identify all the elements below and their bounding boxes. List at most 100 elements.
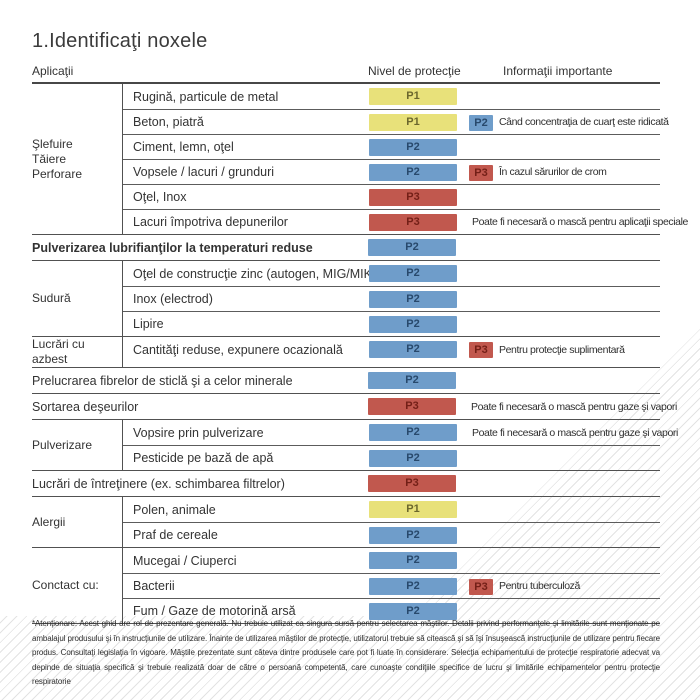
application-row: Beton, piatră P1 P2 Când concentraţia de cu… (123, 109, 669, 134)
group-items: Lucrări de întreţinere (ex. schimbarea f… (32, 471, 660, 496)
protection-badge-p1: P1 (369, 114, 457, 131)
application-label: Polen, animale (133, 502, 216, 517)
header-important-info: Informaţii importante (503, 64, 613, 78)
application-row: Pesticide pe bază de apă P2 (123, 445, 660, 470)
application-row: Ciment, lemn, oţel P2 (123, 134, 660, 159)
application-group: Lucrări cu azbest Cantităţi reduse, expun… (32, 337, 660, 368)
application-group: Pulverizarea lubrifianţilor la temperatu… (32, 235, 660, 261)
application-label: Inox (electrod) (133, 292, 213, 306)
category-line: Şlefuire (32, 136, 73, 151)
protection-badge-p2: P2 (369, 603, 457, 620)
application-label: Vopsire prin pulverizare (133, 425, 264, 440)
protection-badge-p3: P3 (369, 214, 457, 231)
table-column-headers: Aplicaţii Nivel de protecţie Informaţii … (32, 64, 660, 80)
group-items: Polen, animale P1 Praf de cereale P2 (123, 497, 660, 547)
category-line: Lucrări cu azbest (32, 337, 85, 366)
application-label: Lacuri împotriva depunerilor (133, 215, 288, 229)
protection-badge-p2: P2 (369, 139, 457, 156)
category-line: Sudură (32, 291, 71, 305)
header-protection-level: Nivel de protecţie (368, 64, 461, 78)
group-items: Cantităţi reduse, expunere ocazională P2 P… (123, 337, 660, 367)
application-label: Lipire (133, 317, 164, 331)
application-row: Cantităţi reduse, expunere ocazională P2 P… (123, 337, 660, 362)
application-row: Oţel, Inox P3 (123, 184, 660, 209)
protection-badge-p3: P3 (368, 398, 456, 415)
application-label: Oţel, Inox (133, 190, 187, 204)
protection-badge-p2: P2 (369, 265, 457, 282)
application-row: Inox (electrod) P2 (123, 286, 660, 311)
category-line: Tăiere (32, 151, 67, 166)
protection-badge-p2: P2 (369, 450, 457, 467)
application-group: Alergii Polen, animale P1 Praf de cereale P2 (32, 497, 660, 548)
application-label: Beton, piatră (133, 115, 204, 129)
page-title: 1.Identificaţi noxele (32, 30, 208, 52)
application-label: Prelucrarea fibrelor de sticlă şi a celo… (32, 373, 293, 388)
protection-badge-p2: P2 (368, 372, 456, 389)
application-label: Ciment, lemn, oţel (133, 140, 234, 154)
application-row: Vopsire prin pulverizare P2 Poate fi neces… (123, 420, 678, 445)
application-row: Lipire P2 (123, 311, 660, 336)
application-group: Lucrări de întreţinere (ex. schimbarea f… (32, 471, 660, 497)
application-category-label: Sudură (32, 261, 123, 336)
group-items: Vopsire prin pulverizare P2 Poate fi neces… (123, 420, 678, 470)
info-note: Pentru protecţie suplimentară (499, 343, 625, 356)
application-row: Polen, animale P1 (123, 497, 660, 522)
application-row: Sortarea deşeurilor P3 Poate fi necesară o… (32, 394, 677, 419)
application-category-label: Şlefuire Tăiere Perforare (32, 84, 123, 234)
application-row: Praf de cereale P2 (123, 522, 660, 547)
protection-badge-p2: P2 (369, 341, 457, 358)
info-note: Pentru tuberculoză (499, 580, 580, 592)
protection-badge-p2: P2 (369, 578, 457, 595)
category-line: Pulverizare (32, 437, 93, 452)
application-group: Sortarea deşeurilor P3 Poate fi necesară o… (32, 394, 677, 420)
application-group: Conctact cu: Mucegai / Ciuperci P2 Bacterii… (32, 548, 660, 624)
application-label: Sortarea deşeurilor (32, 399, 139, 414)
protection-badge-p2: P2 (369, 527, 457, 544)
application-row: Prelucrarea fibrelor de sticlă şi a celo… (32, 368, 660, 393)
extra-protection-badge-p3: P3 (469, 578, 493, 595)
application-row: Vopsele / lacuri / grunduri P2 P3 În cazul … (123, 159, 660, 184)
application-row: Lucrări de întreţinere (ex. schimbarea f… (32, 471, 660, 496)
application-label: Lucrări de întreţinere (ex. schimbarea f… (32, 476, 285, 491)
application-row: Oţel de construcţie zinc (autogen, MIG/M… (123, 261, 660, 286)
protection-badge-p2: P2 (369, 552, 457, 569)
header-applications: Aplicaţii (32, 64, 74, 78)
group-items: Rugină, particule de metal P1 Beton, piatr… (123, 84, 688, 234)
hazard-table: Şlefuire Tăiere Perforare Rugină, particule… (32, 82, 688, 624)
application-group: Prelucrarea fibrelor de sticlă şi a celo… (32, 368, 660, 394)
protection-badge-p2: P2 (369, 424, 457, 441)
application-row: Bacterii P2 P3 Pentru tuberculoză (123, 573, 660, 598)
application-row: Lacuri împotriva depunerilor P3 Poate fi n… (123, 209, 688, 234)
info-note: Când concentraţia de cuarţ este ridicată (499, 116, 669, 128)
application-row: Pulverizarea lubrifianţilor la temperatu… (32, 235, 660, 260)
extra-protection-badge-p2: P2 (469, 114, 493, 131)
application-category-label: Conctact cu: (32, 548, 123, 623)
protection-badge-p1: P1 (369, 501, 457, 518)
group-items: Prelucrarea fibrelor de sticlă şi a celo… (32, 368, 660, 393)
application-label: Pesticide pe bază de apă (133, 451, 274, 465)
protection-badge-p2: P2 (369, 164, 457, 181)
info-note: Poate fi necesară o mască pentru gaze şi… (471, 400, 677, 413)
category-line: Alergii (32, 514, 66, 529)
group-items: Mucegai / Ciuperci P2 Bacterii P2 P3 Pentru t… (123, 548, 660, 623)
category-line: Conctact cu: (32, 578, 99, 592)
application-label: Fum / Gaze de motorină arsă (133, 604, 296, 618)
protection-badge-p1: P1 (369, 88, 457, 105)
application-group: Pulverizare Vopsire prin pulverizare P2 Poa… (32, 420, 678, 471)
category-line: Perforare (32, 166, 83, 181)
protection-badge-p2: P2 (369, 316, 457, 333)
extra-protection-badge-p3: P3 (469, 164, 493, 181)
application-label: Cantităţi reduse, expunere ocazională (133, 342, 343, 357)
application-category-label: Pulverizare (32, 420, 123, 470)
application-label: Oţel de construcţie zinc (autogen, MIG/M… (133, 266, 377, 281)
application-label: Vopsele / lacuri / grunduri (133, 165, 275, 179)
info-note: Poate fi necesară o mască pentru gaze şi… (472, 426, 678, 439)
group-items: Sortarea deşeurilor P3 Poate fi necesară o… (32, 394, 677, 419)
disclaimer-footnote: *Atenţionare: Acest ghid are rol de prez… (32, 619, 660, 686)
application-category-label: Lucrări cu azbest (32, 337, 123, 367)
group-items: Oţel de construcţie zinc (autogen, MIG/M… (123, 261, 660, 336)
application-label: Pulverizarea lubrifianţilor la temperatu… (32, 240, 313, 255)
application-row: Rugină, particule de metal P1 (123, 84, 660, 109)
